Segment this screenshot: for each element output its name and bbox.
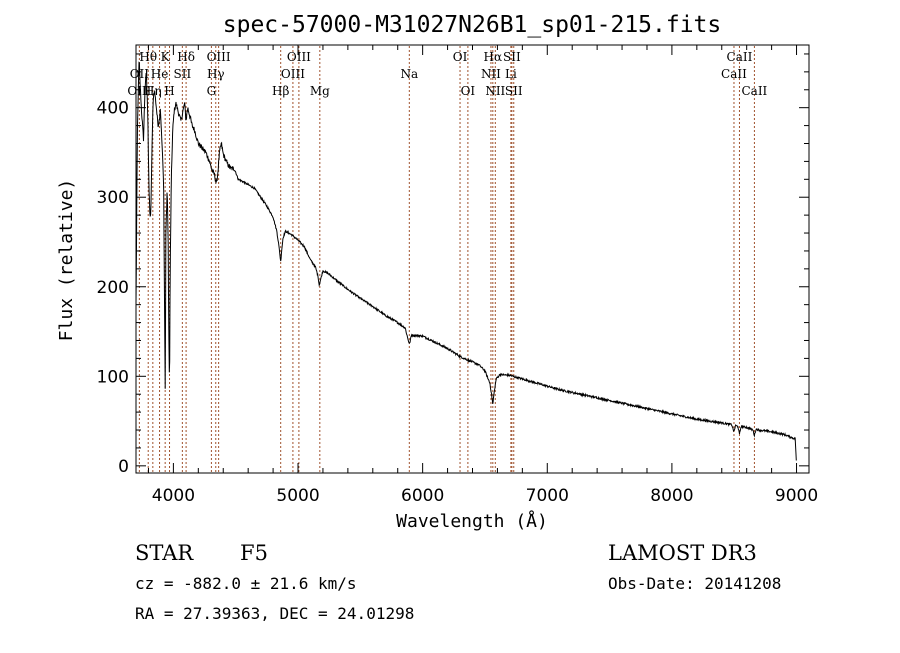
x-axis-ticks: 4000 5000 6000 7000 8000 9000	[147, 45, 818, 506]
plot-frame	[135, 44, 810, 474]
line-label: Hγ	[207, 67, 225, 81]
line-label: SII	[174, 67, 192, 81]
line-label: Hδ	[177, 50, 195, 64]
y-tick-label: 0	[118, 457, 129, 477]
line-label: CaII	[741, 84, 767, 98]
redshift-velocity: cz = -882.0 ± 21.6 km/s	[135, 574, 357, 593]
line-label: Hα	[484, 50, 503, 64]
x-tick-label: 6000	[401, 486, 444, 506]
line-label: OIII	[207, 50, 231, 64]
line-label: SII	[505, 84, 523, 98]
x-tick-label: 7000	[526, 486, 569, 506]
y-axis-label: Flux (relative)	[56, 179, 77, 342]
line-label: K	[161, 50, 171, 64]
line-label: CaII	[721, 67, 747, 81]
spectrum-series-line	[135, 61, 797, 461]
y-tick-label: 200	[97, 278, 129, 298]
line-label: Li	[505, 67, 517, 81]
x-tick-label: 9000	[775, 486, 818, 506]
sky-coordinates: RA = 27.39363, DEC = 24.01298	[135, 604, 414, 623]
x-axis-label: Wavelength (Å)	[396, 510, 548, 532]
x-tick-label: 4000	[152, 486, 195, 506]
x-tick-label: 5000	[276, 486, 319, 506]
y-tick-label: 300	[97, 188, 129, 208]
line-label: He	[151, 67, 169, 81]
line-label: H	[164, 84, 174, 98]
line-label: Hβ	[272, 84, 289, 98]
object-class: STAR	[135, 541, 194, 565]
line-label: OIII	[281, 67, 305, 81]
y-tick-label: 100	[97, 367, 129, 387]
line-label: OIII	[287, 50, 311, 64]
line-label: NII	[481, 67, 501, 81]
line-marker-group	[138, 46, 755, 472]
observation-date: Obs-Date: 20141208	[608, 574, 781, 593]
survey-name: LAMOST DR3	[608, 541, 757, 565]
line-label: Hη	[144, 84, 162, 98]
object-subclass: F5	[240, 541, 268, 565]
line-label: CaII	[727, 50, 753, 64]
y-tick-label: 400	[97, 99, 129, 119]
chart-title: spec-57000-M31027N26B1_sp01-215.fits	[223, 12, 722, 38]
x-tick-label: 8000	[650, 486, 693, 506]
line-label: Hθ	[139, 50, 157, 64]
line-label: OI	[461, 84, 476, 98]
y-axis-ticks: 0 100 200 300 400	[97, 53, 809, 477]
line-label: OI	[453, 50, 468, 64]
line-label: Na	[400, 67, 418, 81]
line-label: NII	[485, 84, 505, 98]
line-label: SII	[503, 50, 521, 64]
line-label: G	[207, 84, 217, 98]
line-label: Mg	[310, 84, 330, 98]
